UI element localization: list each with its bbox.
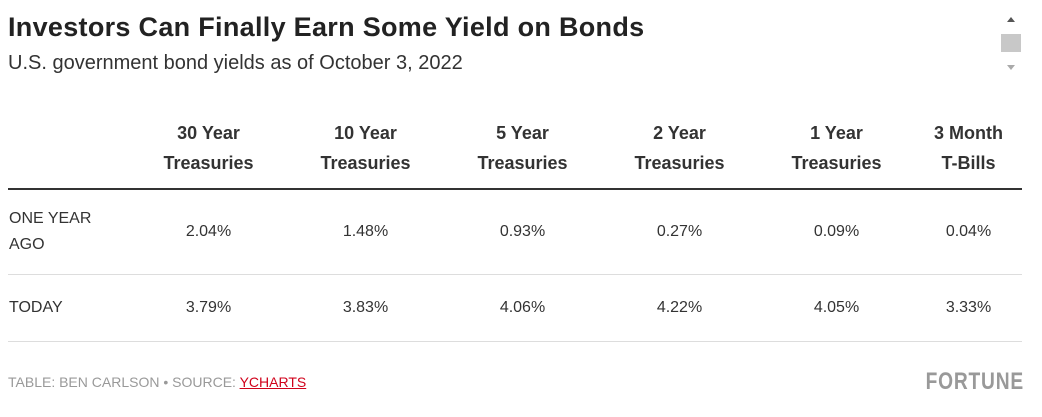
header-line: Treasuries [320,153,411,173]
header-line: Treasuries [634,153,725,173]
footer: TABLE: BEN CARLSON • SOURCE: YCHARTS [8,374,306,390]
corner [8,118,130,190]
yield-cell: 0.09% [758,189,915,275]
header-line: Treasuries [163,153,254,173]
table-row: ONE YEAR AGO 2.04% 1.48% 0.93% 0.27% 0.09% 0.0… [8,189,1022,275]
row-label: ONE YEAR AGO [8,189,130,275]
header-line: 30 Year [177,123,240,143]
yield-cell: 0.93% [444,189,601,275]
column-header: 2 Year Treasuries [601,118,758,190]
header-line: Treasuries [791,153,882,173]
subtitle: U.S. government bond yields as of Octobe… [8,52,463,74]
yield-cell: 0.27% [601,189,758,275]
brand-logo: FORTUNE [925,368,1024,395]
title: Investors Can Finally Earn Some Yield on… [8,12,645,42]
header-line: 3 Month [934,123,1003,143]
header-line: 1 Year [810,123,863,143]
yield-table: 30 Year Treasuries 10 Year Treasuries 5 Year… [8,118,1022,342]
column-header: 1 Year Treasuries [758,118,915,190]
column-header: 5 Year Treasuries [444,118,601,190]
yield-cell: 4.22% [601,274,758,342]
header-line: Treasuries [477,153,568,173]
column-header: 30 Year Treasuries [130,118,287,190]
header-line: 5 Year [496,123,549,143]
yield-cell: 3.33% [915,274,1022,342]
yield-cell: 3.79% [130,274,287,342]
header-line: 2 Year [653,123,706,143]
credit: TABLE: BEN CARLSON • SOURCE: [8,374,240,390]
header-line: 10 Year [334,123,397,143]
table-row: TODAY 3.79% 3.83% 4.06% 4.22% 4.05% 3.33% [8,274,1022,342]
yield-cell: 4.05% [758,274,915,342]
yield-cell: 2.04% [130,189,287,275]
row-label: TODAY [8,274,130,342]
header-row: 30 Year Treasuries 10 Year Treasuries 5 Year… [8,118,1022,190]
source-link[interactable]: YCHARTS [239,374,307,390]
yield-cell: 0.04% [915,189,1022,275]
column-header: 3 Month T-Bills [915,118,1022,190]
yield-cell: 3.83% [287,274,444,342]
yield-cell: 1.48% [287,189,444,275]
yield-cell: 4.06% [444,274,601,342]
column-header: 10 Year Treasuries [287,118,444,190]
scrollbar[interactable] [1000,12,1022,76]
header-line: T-Bills [941,153,996,173]
